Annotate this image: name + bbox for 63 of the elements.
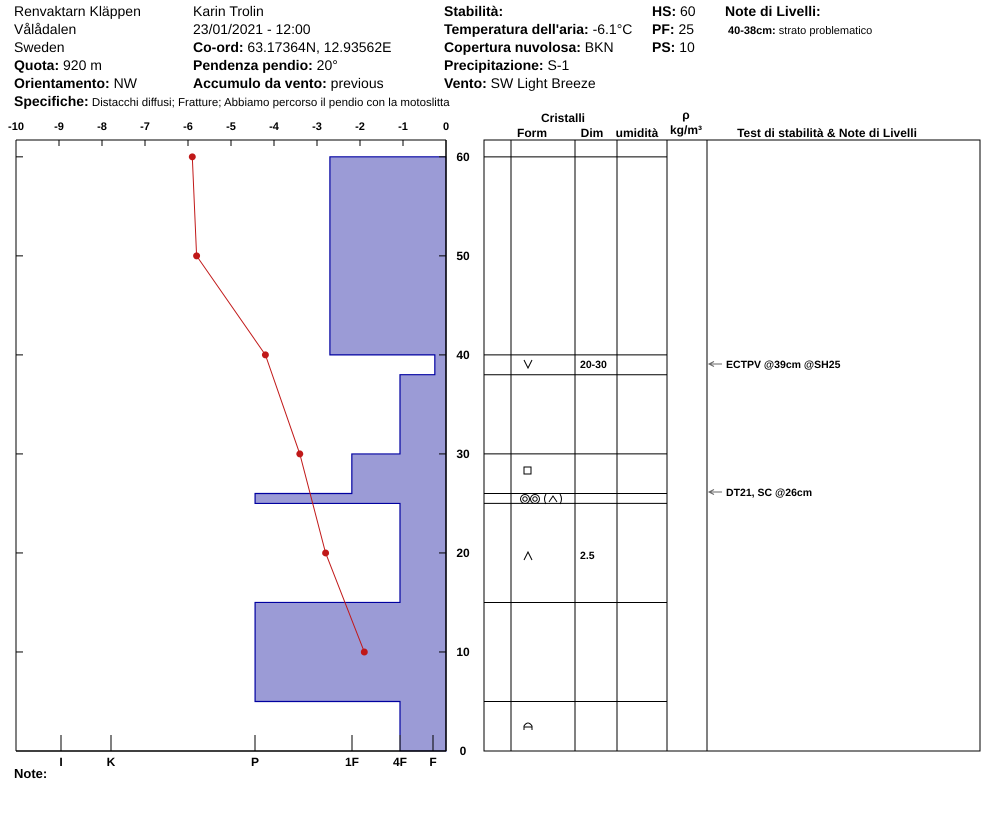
text: 2.5 (580, 550, 595, 562)
text: Quota: 920 m (14, 57, 102, 73)
text: ρ (682, 108, 690, 122)
point (322, 549, 330, 556)
text: Vålådalen (14, 21, 76, 37)
text: 20-30 (580, 359, 608, 371)
x-tick-label: -8 (97, 121, 107, 133)
text: Accumulo da vento: previous (193, 75, 384, 91)
text: Cristalli (540, 111, 586, 125)
y-tick-label: 30 (456, 446, 470, 461)
text: Copertura nuvolosa: BKN (444, 39, 614, 55)
x-tick-label: -6 (183, 121, 193, 133)
text: PS: 10 (652, 39, 696, 55)
text: I (59, 755, 63, 769)
point (188, 153, 196, 160)
y-tick-label: 60 (456, 150, 470, 164)
text: Pendenza pendio: 20° (193, 57, 338, 73)
y-tick-label: 40 (456, 348, 470, 362)
text: ECTPV @39cm @SH25 (726, 359, 841, 371)
text: Note di Livelli: (725, 3, 821, 19)
text: F (429, 755, 437, 769)
text: P (250, 755, 260, 769)
text: 40-38cm: strato problematico (728, 25, 872, 37)
text: K (106, 755, 116, 769)
text: Dim (580, 126, 604, 140)
text: Test di stabilità & Note di Livelli (737, 126, 917, 140)
text: kg/m³ (670, 123, 702, 137)
x-tick-label: -7 (140, 121, 150, 133)
x-tick-label: 0 (442, 121, 450, 133)
text: Temperatura dell'aria: -6.1°C (444, 21, 632, 37)
x-tick-label: -1 (398, 121, 408, 133)
text: 23/01/2021 - 12:00 (193, 21, 311, 37)
y-tick-label: 10 (456, 644, 470, 659)
text: Co-ord: 63.17364N, 12.93562E (193, 39, 392, 55)
x-tick-label: -9 (54, 121, 64, 133)
text: PF: 25 (652, 21, 694, 37)
text: Specifiche: Distacchi diffusi; Fratture; Abbiamo percorso il pendio con la motoslitta (14, 93, 450, 109)
text: Orientamento: NW (14, 75, 138, 91)
point (193, 252, 200, 260)
y-tick-label: 50 (456, 248, 470, 263)
point (296, 450, 304, 458)
text: HS: 60 (652, 3, 696, 19)
text: DT21, SC @26cm (726, 487, 812, 499)
text: Precipitazione: S-1 (444, 57, 570, 73)
x-tick-label: -2 (355, 121, 365, 133)
point (262, 351, 269, 358)
point (360, 648, 368, 656)
x-tick-label: -10 (8, 121, 24, 133)
y-tick-label: 20 (456, 546, 470, 560)
text: Sweden (14, 39, 65, 55)
text: 4F (392, 755, 408, 769)
text: Form (517, 126, 547, 140)
text: umidità (616, 126, 659, 140)
y-tick-label: 0 (460, 744, 467, 758)
text: Vento: SW Light Breeze (444, 75, 596, 91)
text: Karin Trolin (193, 3, 264, 19)
text: Stabilità: (444, 3, 504, 19)
text: Renvaktarn Kläppen (14, 3, 141, 19)
text: Note: (14, 766, 48, 781)
text: 1F (344, 755, 360, 769)
x-tick-label: -4 (269, 121, 280, 133)
x-tick-label: -5 (226, 121, 236, 133)
x-tick-label: -3 (312, 121, 322, 133)
